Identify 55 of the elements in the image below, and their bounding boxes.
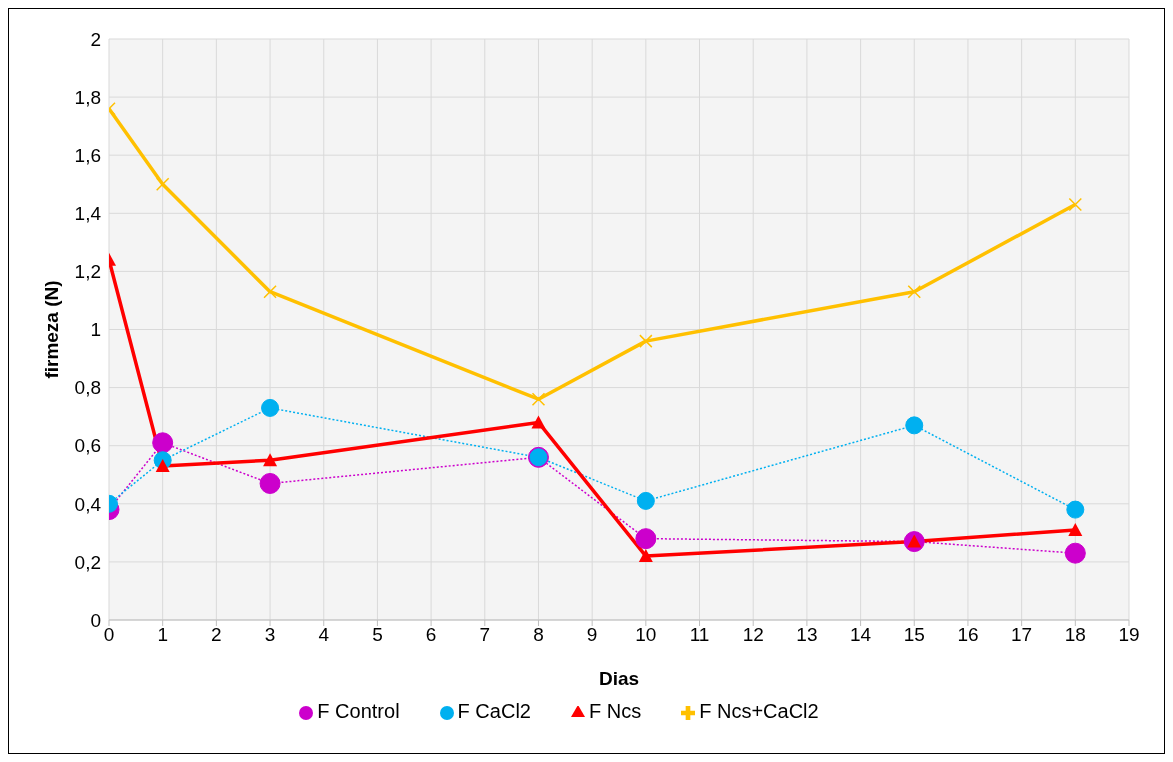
point bbox=[259, 472, 281, 494]
y-tick-label: 0,8 bbox=[74, 377, 101, 399]
x-tick-label: 1 bbox=[157, 624, 168, 646]
x-tick-label: 14 bbox=[850, 624, 872, 646]
x-tick-label: 2 bbox=[211, 624, 222, 646]
point bbox=[155, 177, 170, 191]
legend-label: F Ncs bbox=[588, 700, 642, 722]
y-tick-label: 0,6 bbox=[74, 435, 101, 457]
legend-label: F CaCl2 bbox=[457, 700, 531, 722]
y-tick-label: 0,4 bbox=[74, 493, 102, 515]
x-tick-label: 3 bbox=[264, 624, 276, 646]
point bbox=[152, 432, 174, 454]
x-tick-label: 6 bbox=[425, 624, 437, 646]
x-tick-label: 13 bbox=[796, 624, 818, 646]
point bbox=[639, 334, 653, 348]
x-tick-label: 18 bbox=[1064, 624, 1086, 646]
point bbox=[1066, 500, 1085, 519]
x-tick-label: 16 bbox=[957, 624, 979, 646]
y-tick-label: 0,2 bbox=[74, 551, 101, 573]
legend-label: F Control bbox=[317, 700, 400, 722]
x-axis-title: Dias bbox=[598, 668, 640, 689]
y-tick-label: 1,2 bbox=[74, 261, 101, 283]
point bbox=[531, 415, 546, 429]
y-tick-label: 0 bbox=[90, 609, 101, 631]
point bbox=[907, 284, 922, 299]
x-tick-label: 17 bbox=[1011, 624, 1033, 646]
point bbox=[636, 491, 655, 510]
point bbox=[155, 459, 170, 473]
point bbox=[1064, 542, 1086, 564]
y-axis-title: firmeza (N) bbox=[40, 280, 62, 379]
point bbox=[905, 416, 924, 435]
x-tick-label: 15 bbox=[903, 624, 925, 646]
y-tick-label: 1,6 bbox=[74, 144, 101, 166]
y-tick-label: 2 bbox=[90, 28, 101, 50]
point bbox=[531, 392, 546, 406]
x-tick-label: 10 bbox=[635, 624, 657, 646]
x-tick-label: 19 bbox=[1118, 624, 1140, 646]
x-tick-label: 12 bbox=[742, 624, 764, 646]
point bbox=[1068, 522, 1083, 536]
legend-label: F Ncs+CaCl2 bbox=[699, 700, 819, 722]
point bbox=[1068, 197, 1083, 212]
x-tick-label: 4 bbox=[318, 624, 330, 646]
y-tick-label: 1 bbox=[90, 319, 101, 341]
y-tick-label: 1,4 bbox=[74, 203, 102, 225]
point bbox=[261, 398, 280, 417]
point bbox=[263, 284, 277, 299]
x-tick-label: 11 bbox=[689, 624, 710, 646]
y-tick-label: 1,8 bbox=[74, 86, 101, 108]
x-tick-label: 9 bbox=[586, 624, 598, 646]
x-tick-label: 5 bbox=[372, 624, 383, 646]
point bbox=[263, 453, 278, 467]
point bbox=[635, 528, 657, 550]
point bbox=[638, 549, 653, 563]
x-tick-label: 8 bbox=[533, 624, 544, 646]
x-tick-label: 7 bbox=[479, 624, 491, 646]
